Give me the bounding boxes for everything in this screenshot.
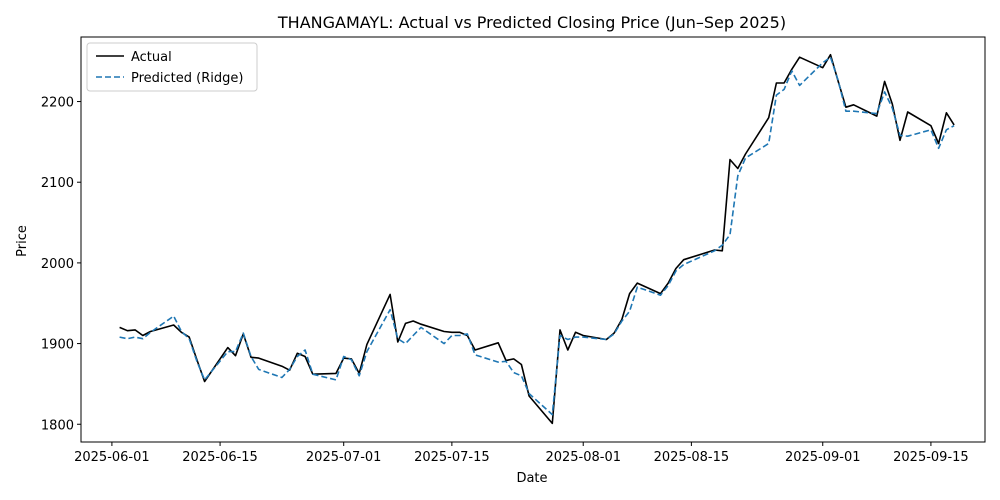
x-tick-label: 2025-06-01 [74,450,150,465]
legend-label-actual: Actual [131,50,172,65]
x-axis: 2025-06-01 2025-06-15 2025-07-01 2025-07-15… [74,442,969,465]
x-tick-label: 2025-09-15 [893,450,969,465]
x-tick-label: 2025-09-01 [785,450,861,465]
series-layer [119,53,955,425]
y-axis-label: Price [15,225,30,257]
y-tick-label: 2000 [41,257,74,272]
series-line-predicted [119,56,955,416]
plot-frame [80,36,986,443]
legend: Actual Predicted (Ridge) [86,42,258,92]
y-axis: 1800 1900 2000 2100 2200 [41,96,81,433]
y-tick-label: 2200 [41,96,74,111]
plot-area [80,36,986,443]
x-tick-label: 2025-07-01 [306,450,382,465]
series-line-actual [119,53,955,425]
chart-title: THANGAMAYL: Actual vs Predicted Closing … [277,13,786,32]
x-tick-label: 2025-08-15 [654,450,730,465]
legend-box [86,42,258,92]
y-tick-label: 1800 [41,418,74,433]
y-tick-label: 2100 [41,176,74,191]
x-tick-label: 2025-08-01 [545,450,621,465]
y-tick-label: 1900 [41,338,74,353]
x-tick-label: 2025-07-15 [414,450,490,465]
legend-label-predicted: Predicted (Ridge) [131,71,243,86]
x-tick-label: 2025-06-15 [182,450,258,465]
x-axis-label: Date [516,471,547,486]
